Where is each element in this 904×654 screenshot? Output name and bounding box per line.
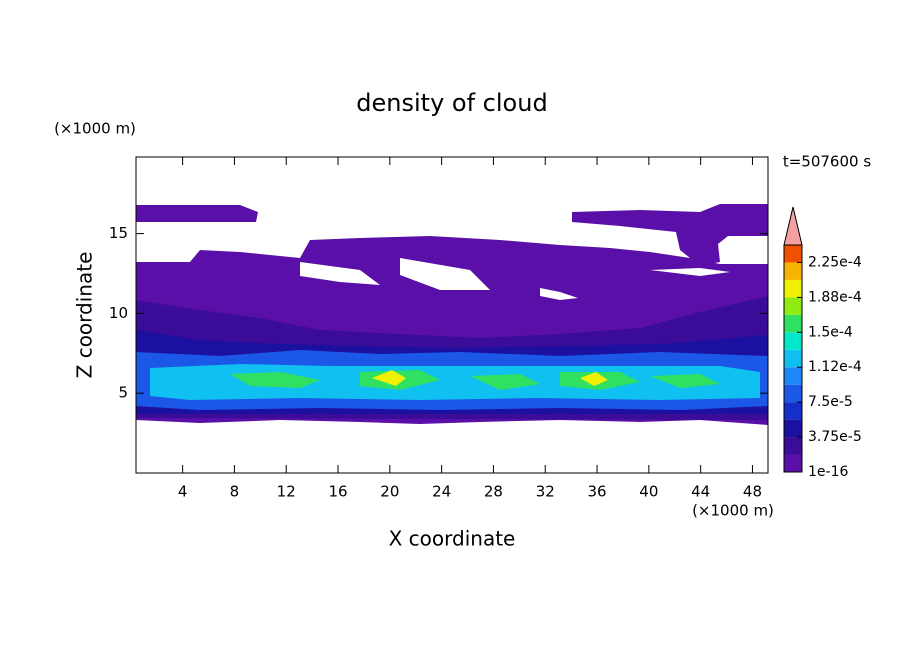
- colorbar-band: [784, 454, 802, 472]
- x-tick-label: 16: [328, 483, 347, 501]
- y-axis-label: Z coordinate: [73, 252, 97, 379]
- colorbar-band: [784, 314, 802, 333]
- colorbar-band: [784, 297, 802, 315]
- colorbar-band: [784, 349, 802, 368]
- colorbar-frame: [783, 244, 803, 473]
- colorbar-tick-label: 3.75e-5: [808, 429, 862, 445]
- cloud-region: [372, 370, 608, 386]
- time-label: t=507600 s: [783, 153, 871, 171]
- x-tick-label: 36: [588, 483, 607, 501]
- x-tick-label: 8: [230, 483, 240, 501]
- colorbar-band: [784, 384, 802, 403]
- colorbar-extension: [783, 206, 803, 246]
- colorbar-band: [784, 402, 802, 420]
- colorbar-band: [784, 262, 802, 280]
- chart-title: density of cloud: [356, 89, 547, 117]
- colorbar-band: [784, 332, 802, 350]
- y-tick-label: 15: [109, 224, 128, 242]
- y-tick-label: 5: [118, 384, 128, 402]
- plot-frame: [135, 156, 769, 474]
- colorbar-band: [784, 437, 802, 455]
- cloud-region: [136, 204, 768, 266]
- colorbar-tick-label: 7.5e-5: [808, 394, 853, 410]
- colorbar-tick-label: 2.25e-4: [808, 254, 862, 270]
- contour-field: [136, 204, 768, 425]
- cloud-gap: [300, 258, 730, 300]
- y-tick-label: 10: [109, 304, 128, 322]
- x-tick-label: 44: [691, 483, 710, 501]
- y-unit-label: (×1000 m): [54, 120, 136, 138]
- colorbar-band: [784, 245, 802, 263]
- x-tick-label: 40: [639, 483, 658, 501]
- colorbar-band: [784, 367, 802, 385]
- x-tick-label: 20: [380, 483, 399, 501]
- x-tick-label: 24: [432, 483, 451, 501]
- x-tick-label: 12: [277, 483, 296, 501]
- colorbar-tick-label: 1.5e-4: [808, 324, 853, 340]
- x-unit-label: (×1000 m): [692, 502, 774, 520]
- x-tick-label: 4: [178, 483, 188, 501]
- x-tick-label: 48: [743, 483, 762, 501]
- colorbar-tick-label: 1.88e-4: [808, 289, 862, 305]
- colorbar-band: [784, 279, 802, 298]
- x-axis-label: X coordinate: [389, 527, 516, 551]
- x-tick-label: 28: [484, 483, 503, 501]
- colorbar-tick-label: 1.12e-4: [808, 359, 862, 375]
- colorbar-tick-label: 1e-16: [808, 464, 848, 480]
- x-tick-label: 32: [536, 483, 555, 501]
- colorbar-band: [784, 419, 802, 438]
